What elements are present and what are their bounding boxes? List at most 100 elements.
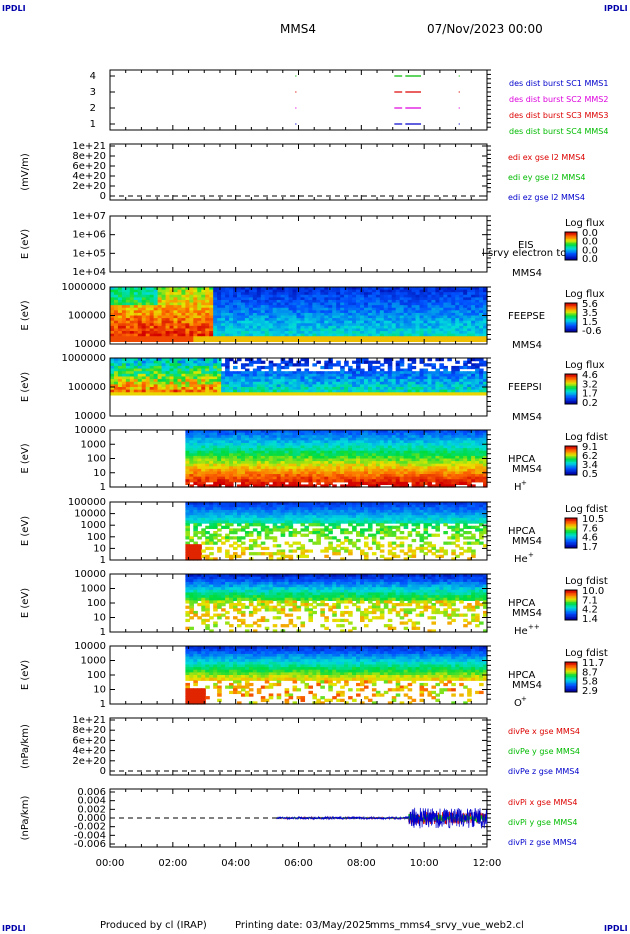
feepsi-cell: [344, 387, 349, 391]
feepsi-cell: [169, 358, 175, 362]
hpca_h-cell: [391, 448, 397, 452]
hpca_h-cell: [240, 461, 246, 465]
feepse-cell: [149, 318, 155, 322]
feepsi-cell: [328, 358, 333, 362]
feepse-cell: [185, 302, 190, 306]
feepse-cell: [217, 289, 222, 293]
hpca_h-cell: [292, 481, 298, 486]
feepse-cell: [371, 287, 377, 291]
feepse-cell: [157, 336, 163, 340]
feepse-cell: [201, 302, 206, 306]
feepsi-cell: [332, 379, 337, 383]
hpca_h-cell: [352, 471, 357, 475]
feepse-cell: [149, 336, 155, 340]
feepse-cell: [475, 294, 480, 298]
feepsi-cell: [379, 384, 385, 388]
feepse-cell: [125, 305, 131, 309]
feepse-cell: [141, 333, 147, 337]
hpca_h-cell: [395, 471, 401, 475]
feepsi-cell: [288, 384, 294, 388]
feepse-cell: [129, 289, 135, 293]
feepsi-cell: [149, 384, 155, 388]
feepsi-cell: [181, 379, 186, 383]
feepsi-colorbar-cell: [565, 401, 577, 403]
feepse-cell: [221, 331, 226, 335]
feepse-cell: [260, 287, 266, 291]
feepsi-cell: [455, 376, 460, 380]
hpca_h-cell: [280, 481, 286, 486]
hpca_h-cell: [205, 466, 210, 470]
feepsi-cell: [423, 387, 429, 391]
feepse-cell: [296, 320, 302, 324]
hpca_h-cell: [308, 440, 313, 444]
feepse-cell: [340, 302, 345, 306]
feepsi-cell: [141, 389, 147, 393]
feepsi-cell: [463, 389, 468, 393]
feepse-cell: [201, 305, 206, 309]
feepse-cell: [268, 336, 274, 340]
feepse-cell: [252, 289, 258, 293]
hpca_h-cell: [256, 455, 262, 460]
feepsi-cell: [395, 384, 401, 388]
hpca_h-cell: [371, 435, 377, 439]
feepsi-cell: [304, 376, 310, 380]
hpca_h-cell: [379, 471, 385, 475]
feepsi-cell: [256, 376, 262, 380]
feepsi-cell: [205, 379, 210, 383]
feepse-cell: [189, 323, 194, 327]
feepse-cell: [284, 318, 290, 322]
hpca_h-cell: [304, 437, 310, 441]
feepse-cell: [141, 315, 147, 319]
feepse-cell: [260, 338, 266, 343]
feepsi-cell: [133, 387, 139, 391]
feepse-cell: [268, 333, 274, 337]
hpca_h-cell: [363, 453, 369, 457]
feepse-cell: [145, 292, 151, 296]
feepsi-cell: [153, 384, 159, 388]
feepse-cell: [125, 315, 131, 319]
feepse-cell: [157, 302, 163, 306]
feepse-cell: [193, 299, 198, 304]
feepse-cell: [328, 315, 333, 319]
feepse-cell: [236, 331, 242, 335]
feepse-cell: [205, 325, 210, 330]
feepsi-cell: [360, 358, 365, 362]
feepse-cell: [252, 318, 258, 322]
feepsi-cell: [189, 368, 194, 372]
feepse-cell: [415, 297, 421, 301]
feepse-cell: [157, 331, 163, 335]
feepsi-cell: [145, 358, 151, 362]
feepse-cell: [483, 325, 488, 330]
hpca_h-cell: [260, 448, 266, 452]
feepse-cell: [439, 297, 444, 301]
feepsi-cell: [272, 371, 278, 375]
feepse-cell: [173, 338, 179, 343]
feepse-cell: [451, 331, 456, 335]
hpca_h-cell: [352, 435, 357, 439]
feepsi-cell: [221, 373, 226, 378]
feepse-cell: [328, 331, 333, 335]
feepsi-cell: [328, 389, 333, 393]
feepse-cell: [113, 336, 119, 340]
feepse-cell: [356, 287, 361, 291]
hpca_h-cell: [356, 445, 361, 449]
feepse-cell: [403, 312, 409, 317]
feepse-cell: [173, 333, 179, 337]
feepse-cell: [367, 320, 373, 324]
hpca_h-cell: [268, 450, 274, 454]
feepse-cell: [256, 331, 262, 335]
feepse-cell: [387, 325, 393, 330]
hpca_h-cell: [213, 448, 218, 452]
feepse-cell: [375, 336, 381, 340]
feepse-cell: [129, 318, 135, 322]
feepsi-cell: [165, 371, 171, 375]
hpca_h-cell: [221, 458, 226, 462]
feepsi-cell: [288, 389, 294, 393]
hpca_h-cell: [236, 458, 242, 462]
feepse-cell: [447, 318, 452, 322]
hpca_h-cell: [356, 455, 361, 460]
feepse-cell: [137, 328, 143, 332]
hpca_h-cell: [229, 484, 234, 488]
hpca_h-cell: [399, 455, 405, 460]
feepsi-cell: [284, 384, 290, 388]
